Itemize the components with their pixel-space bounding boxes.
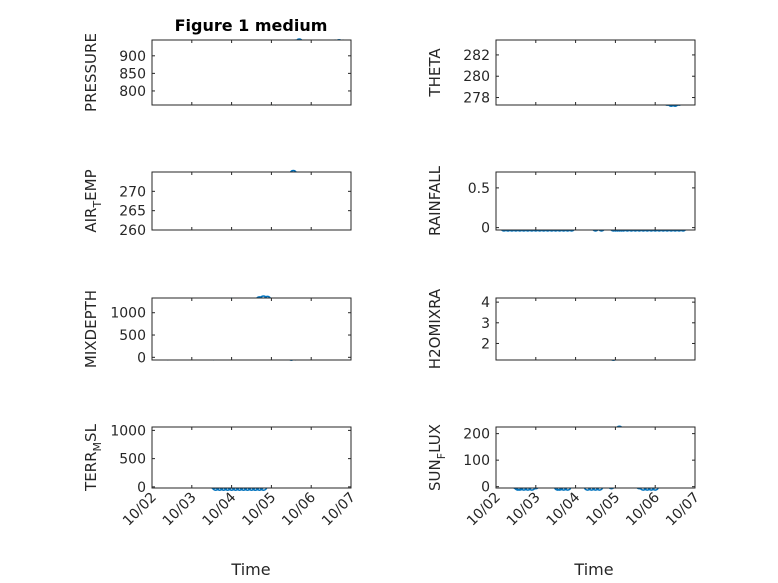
y-tick-label: 1000 <box>110 423 146 439</box>
axes-box <box>151 426 352 489</box>
y-tick-label: 2 <box>481 336 490 352</box>
y-tick-label: 0.5 <box>468 181 490 197</box>
y-axis-label: MIXDEPTH <box>82 290 100 368</box>
y-tick-label: 4 <box>481 295 490 311</box>
y-tick-label: 1000 <box>110 306 146 322</box>
x-axis-label-left: Time <box>230 560 270 579</box>
subplot-theta: 278 280 282 THETA <box>426 39 696 108</box>
y-axis-label: RAINFALL <box>426 165 444 236</box>
axes-box <box>495 39 696 106</box>
subplot-mixdepth: 0 500 1000 MIXDEPTH <box>82 290 352 368</box>
y-tick-label: 270 <box>119 184 146 200</box>
y-tick-label: 260 <box>119 223 146 239</box>
y-tick-label: 0 <box>137 480 146 496</box>
y-tick-label: 3 <box>481 316 490 332</box>
y-tick-label: 500 <box>119 452 146 468</box>
y-tick-label: 282 <box>463 48 490 64</box>
y-axis-label: AIRTEMP <box>82 169 104 232</box>
y-tick-label: 0 <box>481 480 490 496</box>
axes-box <box>151 39 352 106</box>
axes-box <box>495 426 696 489</box>
x-axis-label-right: Time <box>573 560 613 579</box>
y-tick-label: 900 <box>119 49 146 65</box>
axes-box <box>151 171 352 231</box>
axes-box <box>495 171 696 231</box>
y-tick-label: 265 <box>119 204 146 220</box>
y-axis-label: TERRMSL <box>82 423 104 492</box>
subplot-rainfall: 0 0.5 RAINFALL <box>426 165 696 237</box>
y-tick-label: 850 <box>119 66 146 82</box>
axes-box <box>151 297 352 361</box>
y-tick-label: 500 <box>119 328 146 344</box>
y-axis-label: SUNFLUX <box>426 424 448 491</box>
y-tick-label: 280 <box>463 69 490 85</box>
y-tick-label: 278 <box>463 91 490 107</box>
y-axis-label: PRESSURE <box>82 33 100 112</box>
y-axis-label: THETA <box>426 48 444 98</box>
y-tick-label: 0 <box>137 350 146 366</box>
figure-title: Figure 1 medium <box>175 16 328 35</box>
y-tick-label: 0 <box>481 221 490 237</box>
y-tick-label: 200 <box>463 427 490 443</box>
subplot-air_temp: 260 265 270 AIRTEMP <box>82 169 352 239</box>
subplot-h2omixra: 2 3 4 H2OMIXRA <box>426 288 696 369</box>
y-tick-label: 800 <box>119 84 146 100</box>
y-tick-label: 100 <box>463 453 490 469</box>
axes-box <box>495 297 696 361</box>
y-axis-label: H2OMIXRA <box>426 288 444 369</box>
